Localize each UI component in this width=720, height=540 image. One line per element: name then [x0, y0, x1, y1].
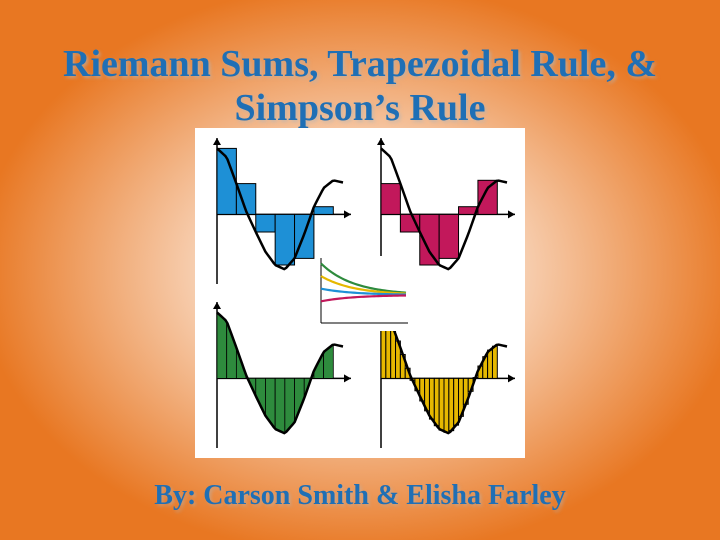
riemann-figure	[195, 128, 525, 458]
author-byline: By: Carson Smith & Elisha Farley	[0, 480, 720, 512]
convergence-curves	[315, 256, 410, 331]
page-title: Riemann Sums, Trapezoidal Rule, & Simpso…	[0, 43, 720, 130]
slide: Riemann Sums, Trapezoidal Rule, & Simpso…	[0, 0, 720, 540]
